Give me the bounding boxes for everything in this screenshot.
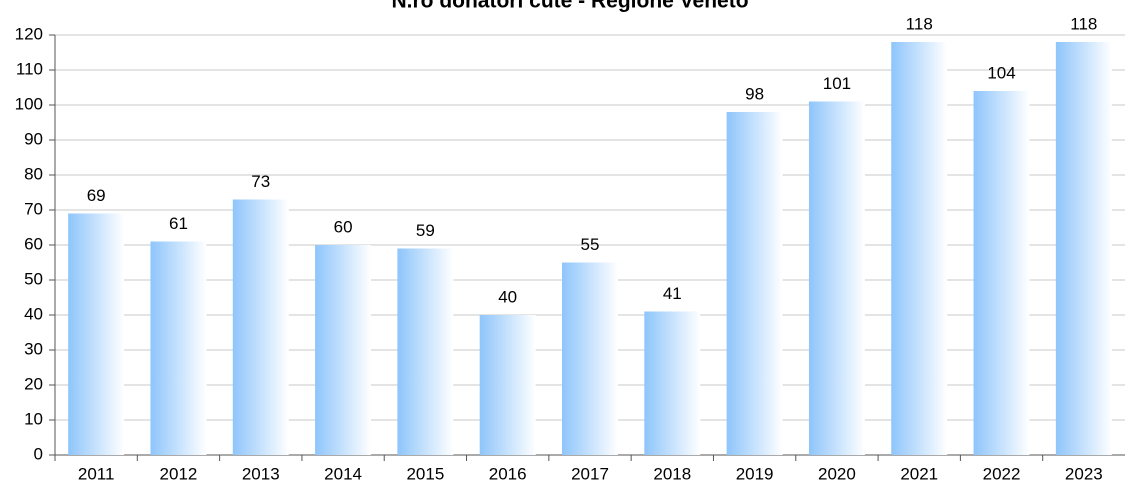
bar <box>315 245 372 455</box>
data-label: 40 <box>498 287 517 306</box>
x-tick-label: 2023 <box>1065 464 1103 483</box>
x-tick-label: 2019 <box>736 464 774 483</box>
data-label: 60 <box>334 217 353 236</box>
data-label: 41 <box>663 284 682 303</box>
y-tick-label: 80 <box>24 164 43 183</box>
bar <box>232 199 289 455</box>
y-tick-label: 60 <box>24 234 43 253</box>
bar <box>808 101 865 455</box>
bar <box>479 315 536 455</box>
data-label: 61 <box>169 214 188 233</box>
x-tick-label: 2017 <box>571 464 609 483</box>
y-tick-label: 20 <box>24 374 43 393</box>
x-tick-label: 2012 <box>160 464 198 483</box>
y-tick-label: 30 <box>24 339 43 358</box>
x-tick-label: 2013 <box>242 464 280 483</box>
y-tick-label: 40 <box>24 304 43 323</box>
x-tick-label: 2018 <box>653 464 691 483</box>
bar <box>973 91 1030 455</box>
data-label: 59 <box>416 221 435 240</box>
bar <box>397 248 454 455</box>
y-tick-label: 0 <box>34 444 43 463</box>
y-tick-label: 50 <box>24 269 43 288</box>
bar <box>150 241 207 455</box>
data-label: 118 <box>906 14 933 33</box>
y-tick-label: 10 <box>24 409 43 428</box>
bar <box>726 112 783 455</box>
y-tick-label: 70 <box>24 199 43 218</box>
x-tick-label: 2014 <box>324 464 362 483</box>
y-tick-label: 110 <box>16 59 43 78</box>
x-tick-label: 2011 <box>78 464 115 483</box>
data-label: 104 <box>987 63 1015 82</box>
data-label: 55 <box>581 235 600 254</box>
bar <box>562 262 618 455</box>
chart-title: N.ro donatori cute - Regione Veneto <box>391 0 748 13</box>
data-label: 118 <box>1070 14 1097 33</box>
bar <box>68 213 125 455</box>
x-tick-label: 2016 <box>489 464 527 483</box>
x-tick-label: 2015 <box>406 464 444 483</box>
y-tick-label: 90 <box>24 129 43 148</box>
x-tick-label: 2021 <box>900 464 938 483</box>
bar <box>1055 42 1112 455</box>
bar <box>644 311 701 455</box>
x-tick-label: 2022 <box>983 464 1021 483</box>
bar <box>891 42 948 455</box>
data-label: 69 <box>87 186 106 205</box>
y-tick-label: 120 <box>15 24 43 43</box>
data-label: 98 <box>745 84 764 103</box>
y-tick-label: 100 <box>15 94 43 113</box>
data-label: 101 <box>823 74 851 93</box>
x-tick-label: 2020 <box>818 464 856 483</box>
data-label: 73 <box>251 172 270 191</box>
